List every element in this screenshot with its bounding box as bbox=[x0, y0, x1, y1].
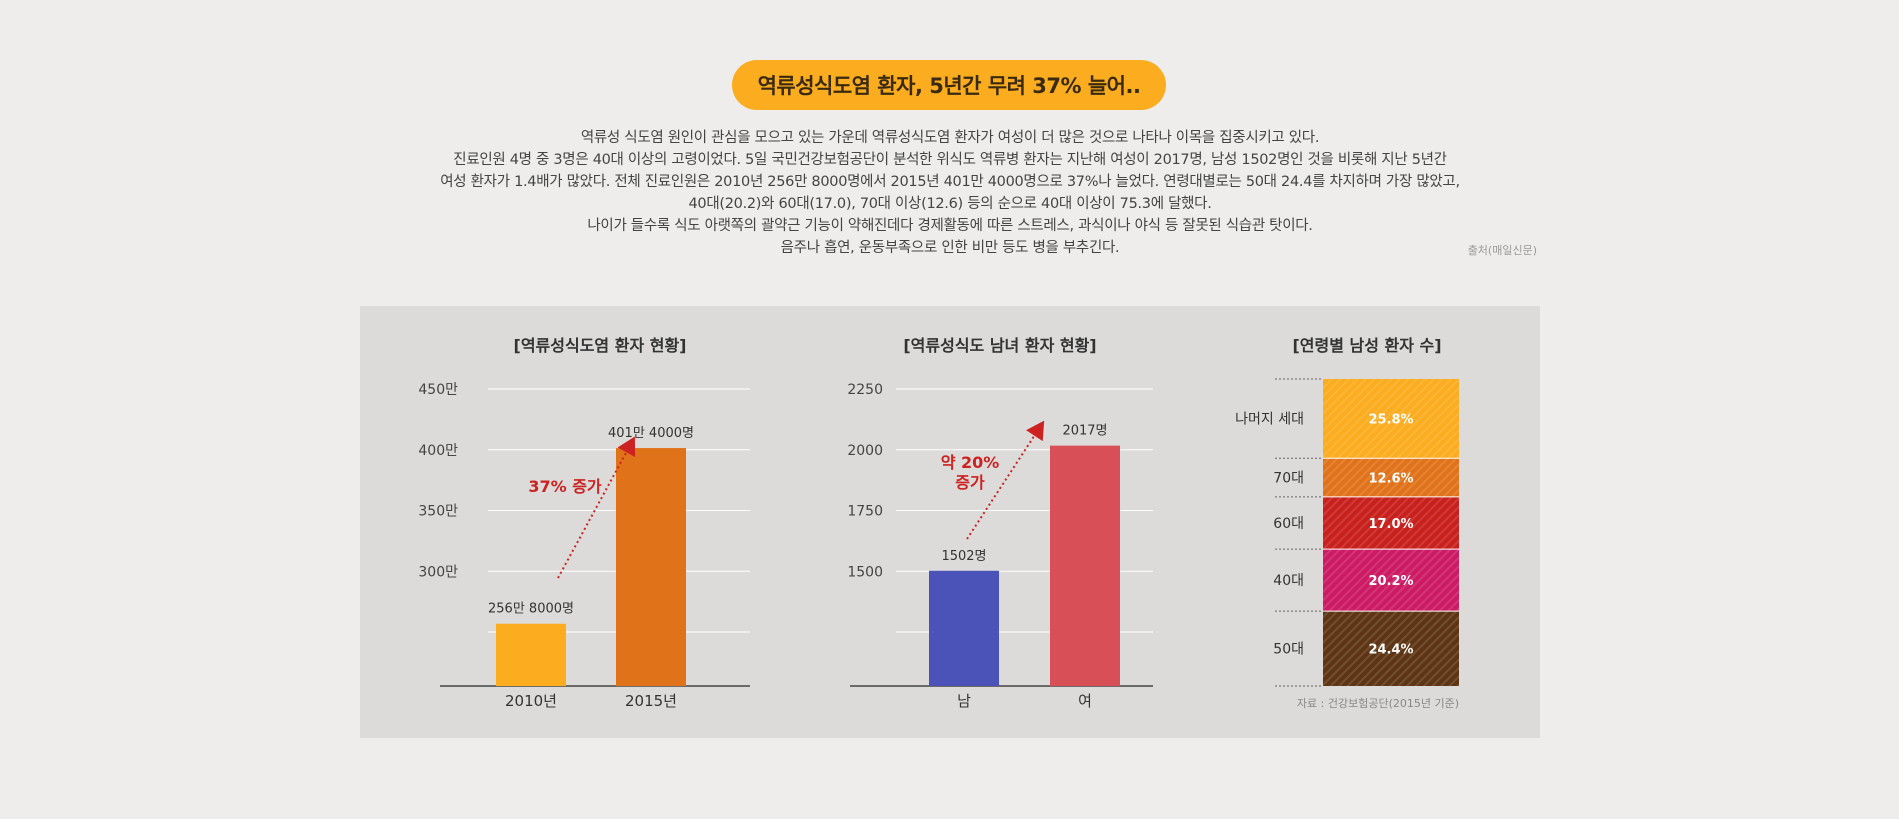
stack-segment bbox=[1323, 458, 1459, 497]
chart-title: [연령별 남성 환자 수] bbox=[1292, 336, 1441, 355]
charts-panel: [역류성식도염 환자 현황] 300만 350만 400만 450만 256만 8000명… bbox=[360, 306, 1540, 738]
y-tick-label: 400만 bbox=[418, 443, 458, 459]
x-tick-label: 남 bbox=[957, 692, 971, 710]
bar-value-label: 256만 8000명 bbox=[488, 602, 574, 617]
stack-segment bbox=[1323, 496, 1459, 550]
description-line: 40대(20.2)와 60대(17.0), 70대 이상(12.6) 등의 순으… bbox=[688, 196, 1212, 212]
increase-annotation: 증가 bbox=[955, 473, 985, 492]
y-tick-label: 2000 bbox=[847, 443, 883, 459]
headline-title: 역류성식도염 환자, 5년간 무려 37% 늘어.. bbox=[757, 74, 1141, 98]
data-source-note: 자료 : 건강보험공단(2015년 기준) bbox=[1297, 697, 1459, 710]
stack-segment bbox=[1323, 611, 1459, 686]
x-tick-label: 2015년 bbox=[625, 692, 677, 710]
description: 역류성 식도염 원인이 관심을 모으고 있는 가운데 역류성식도염 환자가 여성… bbox=[400, 127, 1500, 259]
bar bbox=[616, 448, 686, 686]
segment-category-label: 나머지 세대 bbox=[1235, 412, 1304, 428]
description-line: 음주나 흡연, 운동부족으로 인한 비만 등도 병을 부추긴다. bbox=[780, 240, 1120, 256]
y-tick-label: 450만 bbox=[418, 382, 458, 398]
segment-category-label: 60대 bbox=[1273, 516, 1304, 532]
y-tick-label: 1750 bbox=[847, 504, 883, 520]
x-tick-label: 여 bbox=[1078, 692, 1092, 710]
increase-arrow bbox=[557, 436, 636, 579]
description-line: 역류성 식도염 원인이 관심을 모으고 있는 가운데 역류성식도염 환자가 여성… bbox=[580, 130, 1320, 146]
segment-category-label: 70대 bbox=[1273, 471, 1304, 487]
headline-badge: 역류성식도염 환자, 5년간 무려 37% 늘어.. bbox=[732, 60, 1166, 110]
segment-value-label: 25.8% bbox=[1368, 413, 1413, 428]
y-tick-label: 300만 bbox=[418, 564, 458, 580]
y-tick-label: 350만 bbox=[418, 504, 458, 520]
bar-value-label: 401만 4000명 bbox=[608, 426, 694, 441]
bar bbox=[496, 623, 566, 686]
bar bbox=[1050, 445, 1120, 686]
chart-title: [역류성식도 남녀 환자 현황] bbox=[903, 336, 1096, 355]
stack-segment bbox=[1323, 549, 1459, 612]
bar-value-label: 1502명 bbox=[941, 549, 986, 564]
description-line: 진료인원 4명 중 3명은 40대 이상의 고령이었다. 5일 국민건강보험공단… bbox=[453, 152, 1447, 168]
x-tick-label: 2010년 bbox=[505, 692, 557, 710]
increase-annotation: 약 20% bbox=[941, 453, 1000, 472]
stack-segment bbox=[1323, 379, 1459, 459]
segment-category-label: 40대 bbox=[1273, 573, 1304, 589]
segment-value-label: 17.0% bbox=[1368, 517, 1413, 532]
chart-title: [역류성식도염 환자 현황] bbox=[514, 336, 687, 355]
segment-value-label: 20.2% bbox=[1368, 574, 1413, 589]
charts-svg: [역류성식도염 환자 현황] 300만 350만 400만 450만 256만 8000명… bbox=[418, 336, 1459, 710]
description-line: 여성 환자가 1.4배가 많았다. 전체 진료인원은 2010년 256만 80… bbox=[440, 174, 1460, 190]
segment-value-label: 12.6% bbox=[1368, 472, 1413, 487]
bar-value-label: 2017명 bbox=[1062, 424, 1107, 439]
segment-category-label: 50대 bbox=[1273, 642, 1304, 658]
y-tick-label: 1500 bbox=[847, 564, 883, 580]
bar bbox=[929, 570, 999, 686]
description-line: 나이가 들수록 식도 아랫쪽의 괄약근 기능이 약해진데다 경제활동에 따른 스… bbox=[587, 218, 1313, 234]
segment-value-label: 24.4% bbox=[1368, 643, 1413, 658]
increase-annotation: 37% 증가 bbox=[528, 477, 602, 496]
y-tick-label: 2250 bbox=[847, 382, 883, 398]
source-credit: 출처(매일신문) bbox=[1467, 244, 1537, 257]
